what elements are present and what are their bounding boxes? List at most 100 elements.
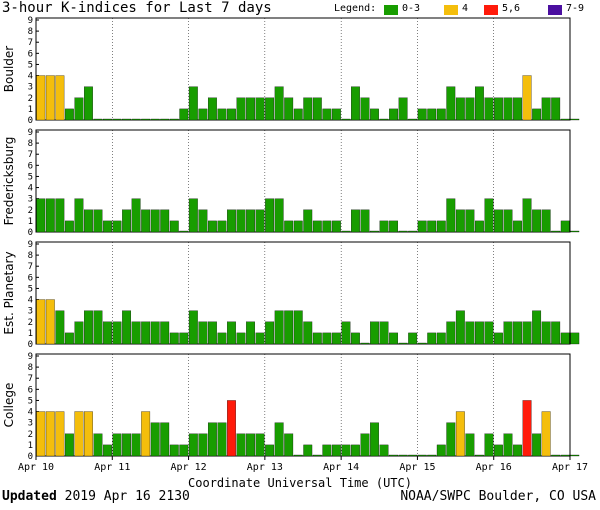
kp-bar [341,118,351,121]
kp-bar [551,97,561,121]
kp-bar [246,433,255,457]
panel-name: Est. Planetary [2,251,16,334]
kp-bar [551,454,561,457]
kp-bar [274,86,284,121]
kp-bar [446,198,456,233]
kp-bar [217,422,227,457]
kp-bar [122,209,132,233]
kp-bar [417,220,427,233]
y-tick-label: 8 [28,363,33,373]
kp-bar [103,118,112,121]
kp-bar [131,118,141,121]
kp-bar [351,332,360,345]
kp-bar [303,97,313,121]
kp-bar [274,198,284,233]
kp-bar [293,108,303,121]
kp-bar [351,209,360,233]
y-tick-label: 0 [28,452,33,462]
kp-bar [474,86,484,121]
y-tick-label: 6 [28,385,33,395]
kp-bar [236,97,246,121]
y-tick-label: 7 [28,374,33,384]
y-tick-label: 7 [28,262,33,272]
kp-bar [64,108,74,121]
kp-bar [541,321,551,345]
kp-bar [494,209,503,233]
updated-value: 2019 Apr 16 2130 [64,489,190,504]
y-tick-label: 9 [28,352,33,362]
x-tick-label: Apr 15 [399,462,435,473]
kp-bar [408,230,418,233]
kp-bar [274,310,284,345]
kp-bar [312,97,322,121]
kp-bar [45,411,55,457]
kp-bar [351,444,360,457]
kp-bar [188,433,198,457]
kp-bar [446,86,456,121]
kp-bar [436,220,446,233]
kp-bar [455,310,465,345]
kp-bar [150,422,160,457]
kp-bar [131,321,141,345]
kp-bar [103,220,112,233]
kp-bar [179,332,189,345]
kp-bar [160,422,170,457]
kp-bar [198,321,208,345]
y-tick-label: 6 [28,161,33,171]
kp-bar [379,321,389,345]
kp-bar [455,411,465,457]
kp-bar [436,444,446,457]
kp-bar [551,230,561,233]
kp-bar [370,230,379,233]
x-axis-label: Coordinate Universal Time (UTC) [188,476,412,490]
kp-bar [84,209,93,233]
y-tick-label: 2 [28,94,33,104]
kp-bar [207,422,217,457]
kp-bar [207,321,217,345]
kp-bar [227,321,236,345]
kp-bar [560,454,570,457]
kp-bar [484,433,494,457]
kp-bar [417,342,427,345]
y-tick-label: 6 [28,49,33,59]
kp-bar [64,332,74,345]
kp-bar [131,198,141,233]
kp-bar [293,310,303,345]
updated-line: Updated 2019 Apr 16 2130 [2,489,190,504]
kp-bar [484,97,494,121]
kp-bar [160,118,170,121]
kp-bar [198,108,208,121]
kp-bar [141,209,151,233]
kp-bar [74,411,84,457]
kp-bar [532,108,542,121]
kp-bar [503,97,513,121]
y-tick-label: 5 [28,60,33,70]
y-tick-label: 9 [28,240,33,250]
kp-bar [169,332,179,345]
y-tick-label: 3 [28,83,33,93]
x-tick-label: Apr 12 [171,462,207,473]
kp-bar [465,209,475,233]
kp-bar [398,97,408,121]
kp-bar [341,230,351,233]
kp-bar [455,97,465,121]
x-tick-label: Apr 16 [476,462,512,473]
kp-bar [227,209,236,233]
kp-bar [293,220,303,233]
kp-bar [379,444,389,457]
kp-bar [55,198,65,233]
kp-bar [169,220,179,233]
kp-bar [74,198,84,233]
kp-bar [141,118,151,121]
kp-bar [341,321,351,345]
y-tick-label: 5 [28,396,33,406]
kp-bar [160,209,170,233]
kp-bar [112,433,122,457]
kp-bar [284,433,294,457]
kp-bar [513,444,522,457]
kp-bar [541,97,551,121]
kp-bar [45,75,55,121]
kp-bar [427,454,437,457]
y-tick-label: 0 [28,116,33,126]
kp-bar [370,321,379,345]
